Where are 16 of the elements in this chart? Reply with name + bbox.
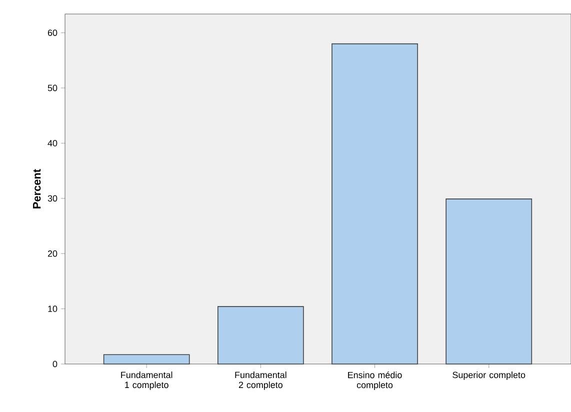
y-tick-label: 60 bbox=[48, 30, 58, 36]
bar bbox=[332, 43, 418, 364]
y-tick-label: 30 bbox=[48, 195, 58, 202]
bar bbox=[217, 306, 304, 364]
y-tick-label: 10 bbox=[48, 306, 58, 312]
y-tick-label: 0 bbox=[52, 360, 58, 368]
x-tick-label: Fundamental 2 completo bbox=[235, 372, 286, 390]
bar bbox=[446, 198, 532, 364]
x-tick-label: Superior completo bbox=[452, 372, 526, 380]
x-tick-label: Ensino médio completo bbox=[348, 372, 402, 390]
x-tick-label: Fundamental 1 completo bbox=[121, 372, 172, 390]
y-axis-title: Percent bbox=[33, 169, 41, 208]
y-tick-label: 40 bbox=[48, 140, 58, 146]
y-tick-label: 50 bbox=[48, 84, 58, 92]
y-tick-label: 20 bbox=[48, 250, 58, 257]
bar bbox=[103, 354, 190, 364]
